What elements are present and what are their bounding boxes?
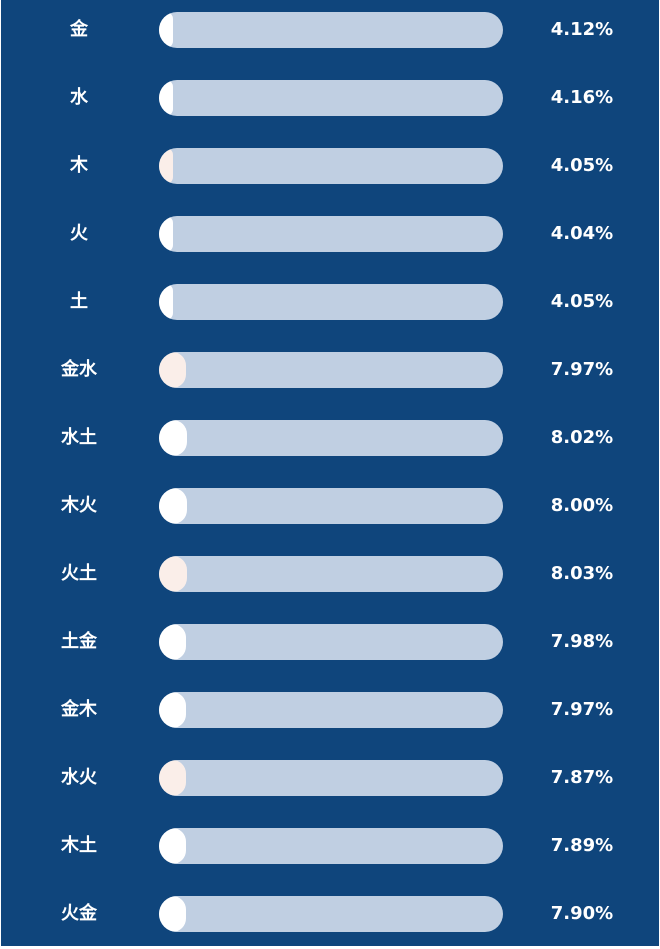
bar-track bbox=[159, 148, 503, 184]
bar-row: 金木 7.97% bbox=[1, 692, 659, 728]
category-label: 火 bbox=[70, 223, 88, 244]
value-label: 7.89% bbox=[550, 835, 614, 856]
category-label: 木土 bbox=[61, 835, 97, 856]
category-label: 木火 bbox=[61, 495, 97, 516]
bar-track bbox=[159, 284, 503, 320]
bar-track bbox=[159, 760, 503, 796]
value-label: 7.97% bbox=[550, 699, 614, 720]
value-label: 8.02% bbox=[550, 427, 614, 448]
bar-track bbox=[159, 488, 503, 524]
category-label: 金水 bbox=[61, 359, 97, 380]
bar-row: 金水 7.97% bbox=[1, 352, 659, 388]
bar-track bbox=[159, 556, 503, 592]
category-label: 金 bbox=[70, 19, 88, 40]
value-label: 7.98% bbox=[550, 631, 614, 652]
bar-row: 水 4.16% bbox=[1, 80, 659, 116]
category-label: 土 bbox=[70, 291, 88, 312]
value-label: 4.04% bbox=[550, 223, 614, 244]
bar-track bbox=[159, 692, 503, 728]
bar-track bbox=[159, 80, 503, 116]
bar-track bbox=[159, 896, 503, 932]
value-label: 7.97% bbox=[550, 359, 614, 380]
bar-fill bbox=[159, 556, 187, 592]
bar-track bbox=[159, 420, 503, 456]
bar-fill bbox=[159, 420, 187, 456]
bar-track bbox=[159, 12, 503, 48]
category-label: 金木 bbox=[61, 699, 97, 720]
bar-row: 水土 8.02% bbox=[1, 420, 659, 456]
bar-fill bbox=[159, 148, 173, 184]
category-label: 水火 bbox=[61, 767, 97, 788]
bar-fill bbox=[159, 284, 173, 320]
bar-fill bbox=[159, 760, 187, 796]
bar-row: 木 4.05% bbox=[1, 148, 659, 184]
bar-track bbox=[159, 624, 503, 660]
value-label: 4.05% bbox=[550, 291, 614, 312]
bar-fill bbox=[159, 828, 187, 864]
bar-row: 土金 7.98% bbox=[1, 624, 659, 660]
category-label: 土金 bbox=[61, 631, 97, 652]
bar-row: 木火 8.00% bbox=[1, 488, 659, 524]
bar-row: 火金 7.90% bbox=[1, 896, 659, 932]
bar-fill bbox=[159, 692, 187, 728]
bar-row: 火 4.04% bbox=[1, 216, 659, 252]
bar-fill bbox=[159, 352, 187, 388]
value-label: 7.87% bbox=[550, 767, 614, 788]
bar-track bbox=[159, 352, 503, 388]
bar-row: 木土 7.89% bbox=[1, 828, 659, 864]
bar-track bbox=[159, 828, 503, 864]
bar-fill bbox=[159, 488, 187, 524]
category-label: 木 bbox=[70, 155, 88, 176]
value-label: 4.16% bbox=[550, 87, 614, 108]
value-label: 7.90% bbox=[550, 903, 614, 924]
value-label: 8.00% bbox=[550, 495, 614, 516]
value-label: 4.12% bbox=[550, 19, 614, 40]
value-label: 4.05% bbox=[550, 155, 614, 176]
bar-fill bbox=[159, 80, 174, 116]
bar-track bbox=[159, 216, 503, 252]
bar-row: 土 4.05% bbox=[1, 284, 659, 320]
category-label: 火土 bbox=[61, 563, 97, 584]
category-label: 水土 bbox=[61, 427, 97, 448]
bar-fill bbox=[159, 216, 173, 252]
category-label: 水 bbox=[70, 87, 88, 108]
value-label: 8.03% bbox=[550, 563, 614, 584]
bar-row: 火土 8.03% bbox=[1, 556, 659, 592]
bar-fill bbox=[159, 12, 174, 48]
bar-row: 金 4.12% bbox=[1, 12, 659, 48]
bar-fill bbox=[159, 624, 187, 660]
bar-row: 水火 7.87% bbox=[1, 760, 659, 796]
category-label: 火金 bbox=[61, 903, 97, 924]
bar-fill bbox=[159, 896, 187, 932]
